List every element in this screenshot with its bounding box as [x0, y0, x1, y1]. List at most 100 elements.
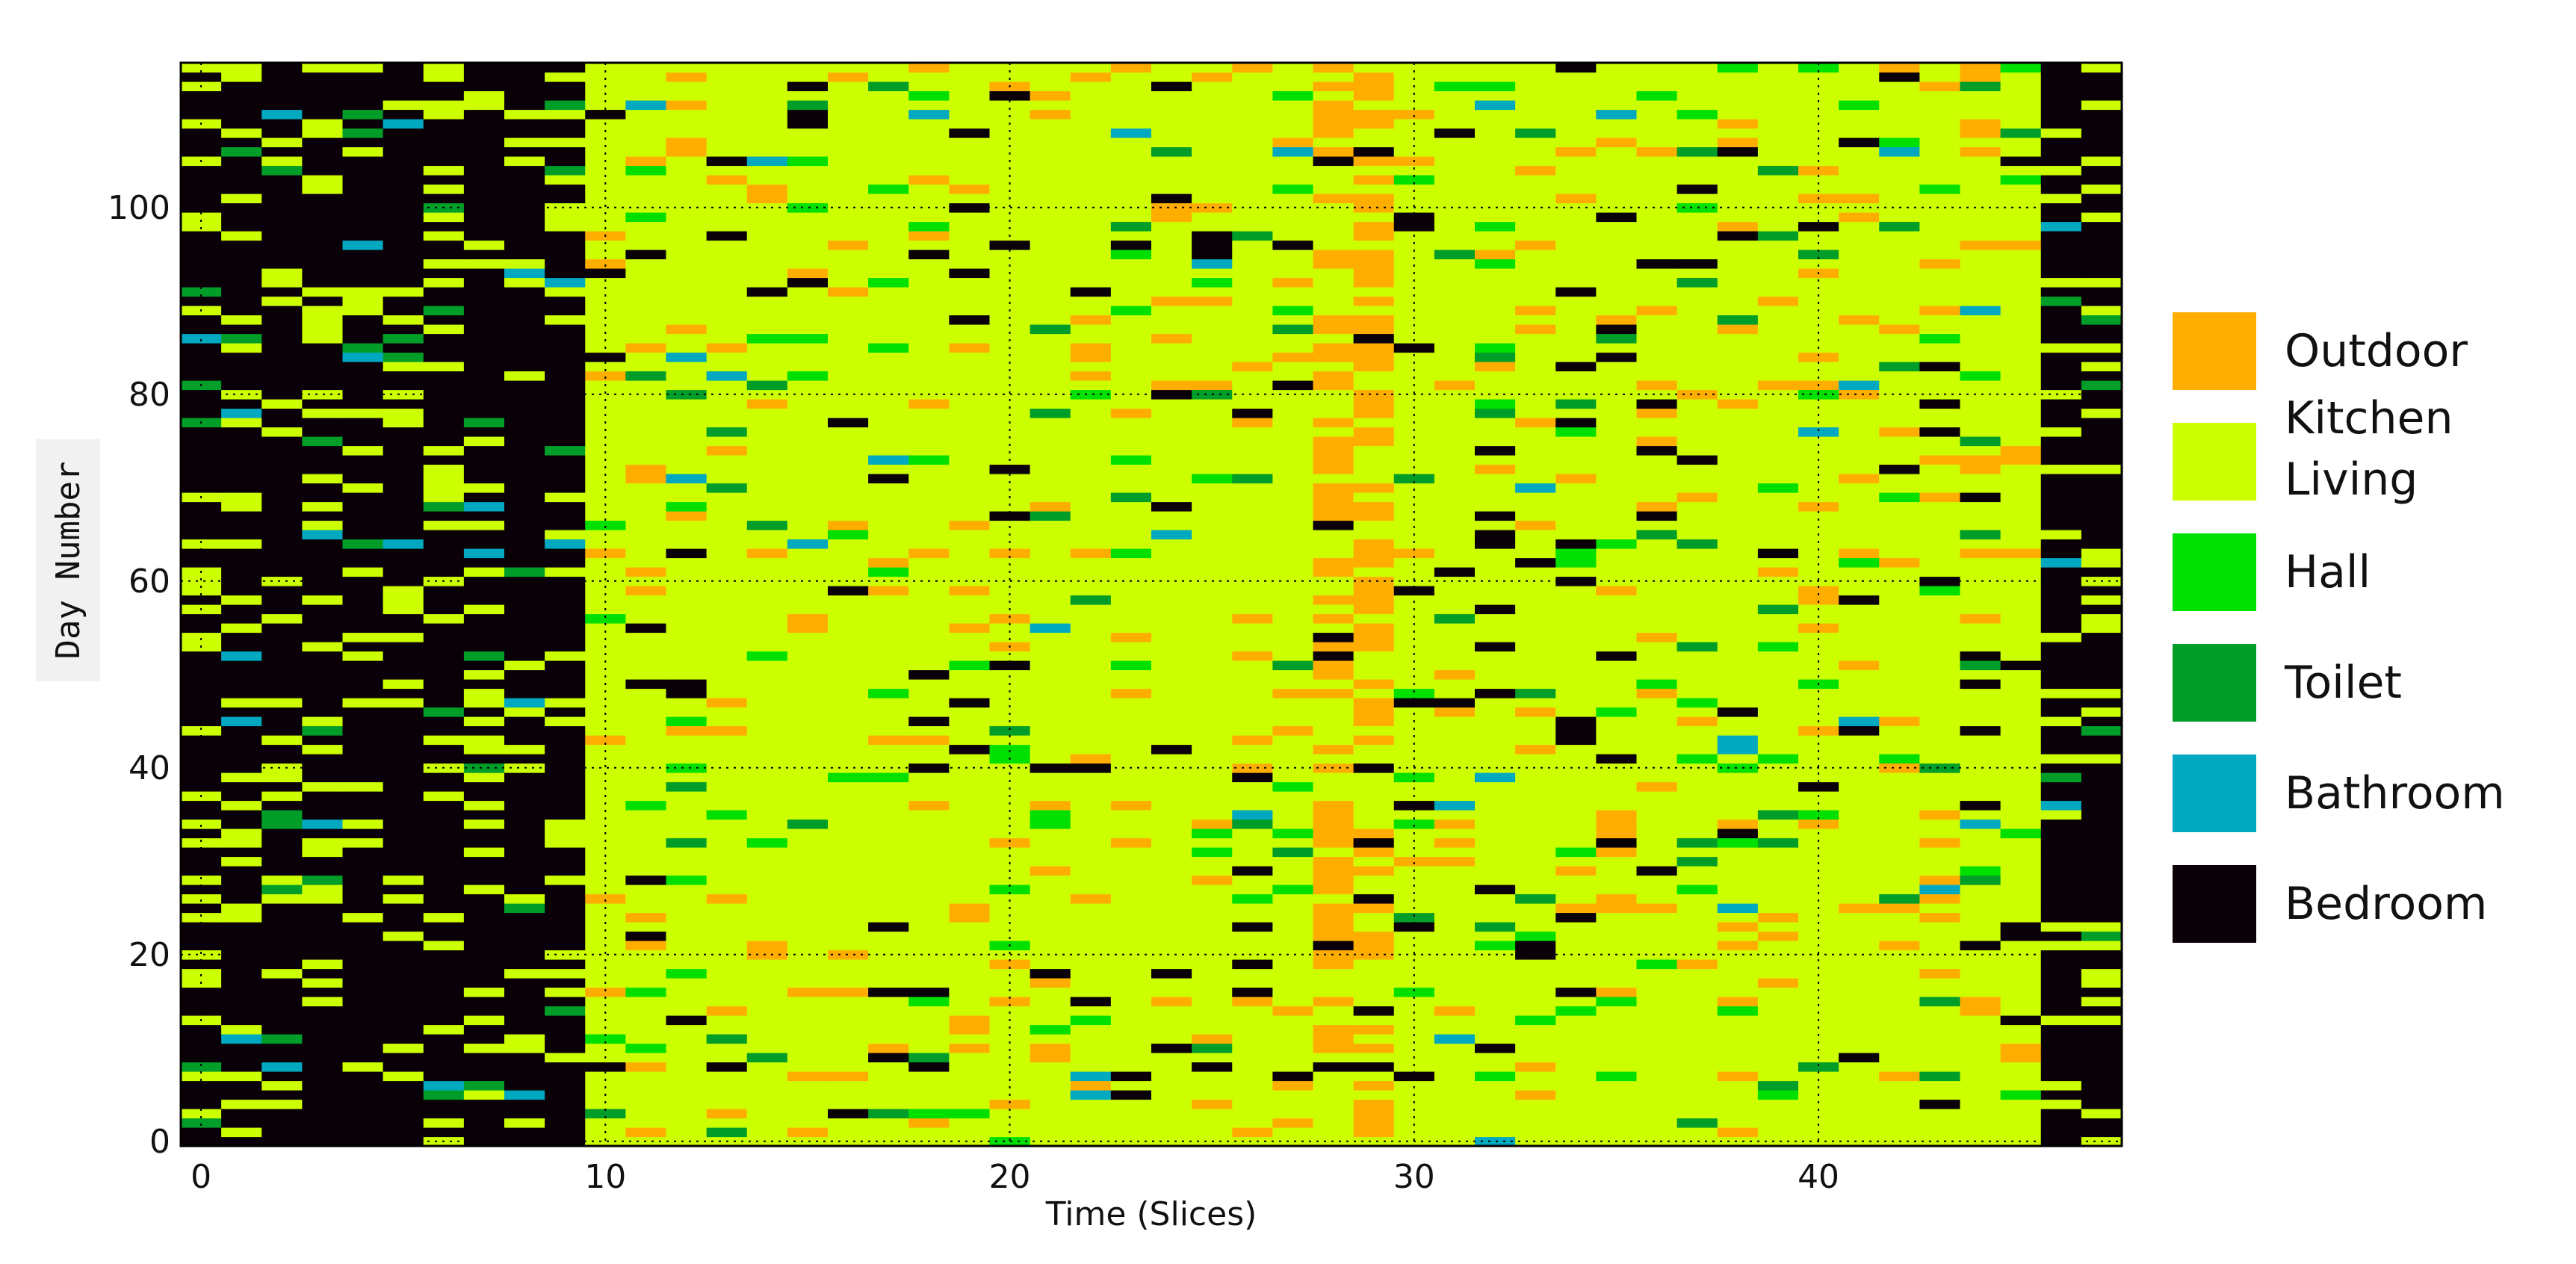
heatmap-cell [989, 1006, 1031, 1016]
heatmap-cell [828, 781, 869, 792]
heatmap-cell [1515, 949, 1556, 960]
heatmap-cell [261, 800, 303, 811]
heatmap-cell [746, 501, 788, 512]
heatmap-cell [1110, 436, 1152, 447]
heatmap-cell [1919, 595, 1961, 605]
heatmap-cell [1676, 539, 1718, 549]
heatmap-cell [545, 277, 586, 288]
heatmap-cell [1636, 202, 1678, 213]
heatmap-cell [383, 791, 424, 802]
heatmap-cell [1232, 324, 1273, 335]
heatmap-cell [261, 875, 303, 885]
heatmap-cell [221, 333, 262, 344]
heatmap-cell [1757, 193, 1799, 204]
heatmap-cell [746, 380, 788, 391]
heatmap-cell [1313, 539, 1354, 549]
heatmap-cell [1030, 679, 1071, 690]
heatmap-cell [463, 968, 505, 979]
heatmap-cell [989, 287, 1031, 297]
heatmap-cell [1313, 959, 1354, 970]
heatmap-cell [1636, 455, 1678, 465]
heatmap-cell [1879, 698, 1920, 708]
heatmap-cell [1475, 623, 1516, 633]
heatmap-cell [828, 866, 869, 876]
heatmap-cell [1151, 1071, 1192, 1082]
heatmap-cell [1919, 912, 1961, 923]
heatmap-cell [1192, 744, 1233, 755]
heatmap-cell [221, 987, 262, 997]
heatmap-cell [1960, 763, 2001, 773]
heatmap-cell [787, 642, 829, 652]
heatmap-cell [1676, 744, 1718, 755]
heatmap-cell [1515, 483, 1556, 493]
heatmap-cell [181, 875, 222, 885]
heatmap-cell [1353, 492, 1395, 503]
heatmap-cell [1515, 856, 1556, 867]
heatmap-cell [868, 1006, 909, 1016]
heatmap-cell [1232, 212, 1273, 223]
heatmap-cell [2081, 567, 2123, 577]
heatmap-cell [1232, 660, 1273, 671]
heatmap-cell [666, 1118, 708, 1128]
heatmap-cell [1030, 707, 1071, 717]
heatmap-cell [1596, 810, 1638, 820]
heatmap-cell [1070, 791, 1112, 802]
heatmap-cell [1313, 1034, 1354, 1044]
heatmap-cell [787, 399, 829, 409]
heatmap-cell [504, 212, 545, 223]
heatmap-cell [625, 1006, 667, 1016]
heatmap-cell [1555, 324, 1597, 335]
heatmap-cell [1475, 193, 1516, 204]
heatmap-cell [181, 511, 222, 521]
heatmap-cell [463, 474, 505, 484]
heatmap-cell [1676, 492, 1718, 503]
heatmap-cell [746, 1024, 788, 1035]
heatmap-cell [1434, 837, 1476, 848]
heatmap-cell [1393, 997, 1435, 1007]
heatmap-cell [1353, 1109, 1395, 1119]
heatmap-cell [1555, 315, 1597, 325]
heatmap-cell [1313, 1071, 1354, 1082]
heatmap-cell [1434, 744, 1476, 755]
heatmap-cell [423, 642, 465, 652]
heatmap-cell [2040, 931, 2082, 941]
heatmap-cell [1353, 968, 1395, 979]
heatmap-cell [1636, 389, 1678, 400]
heatmap-cell [545, 427, 586, 437]
heatmap-cell [625, 828, 667, 839]
heatmap-cell [746, 287, 788, 297]
heatmap-cell [545, 856, 586, 867]
heatmap-cell [1434, 623, 1476, 633]
heatmap-cell [828, 893, 869, 904]
heatmap-cell [1393, 520, 1435, 530]
heatmap-cell [302, 949, 344, 960]
heatmap-cell [2000, 557, 2042, 568]
heatmap-cell [1232, 343, 1273, 353]
heatmap-cell [463, 781, 505, 792]
heatmap-cell [868, 604, 909, 615]
heatmap-cell [1110, 837, 1152, 848]
heatmap-cell [706, 912, 748, 923]
heatmap-cell [1110, 277, 1152, 288]
heatmap-cell [1313, 1118, 1354, 1128]
heatmap-cell [1272, 725, 1314, 736]
heatmap-cell [221, 250, 262, 260]
heatmap-cell [949, 828, 991, 839]
heatmap-cell [383, 333, 424, 344]
heatmap-cell [1393, 315, 1435, 325]
heatmap-cell [504, 613, 545, 624]
heatmap-cell [1272, 828, 1314, 839]
heatmap-cell [1960, 1034, 2001, 1044]
heatmap-cell [2081, 333, 2123, 344]
heatmap-cell [787, 754, 829, 764]
heatmap-cell [2040, 1024, 2082, 1035]
heatmap-cell [1070, 1006, 1112, 1016]
heatmap-cell [625, 959, 667, 970]
heatmap-cell [1353, 240, 1395, 250]
heatmap-cell [1393, 352, 1435, 362]
heatmap-cell [706, 427, 748, 437]
heatmap-cell [1475, 978, 1516, 988]
heatmap-cell [1515, 642, 1556, 652]
heatmap-cell [1434, 716, 1476, 727]
heatmap-cell [1232, 744, 1273, 755]
